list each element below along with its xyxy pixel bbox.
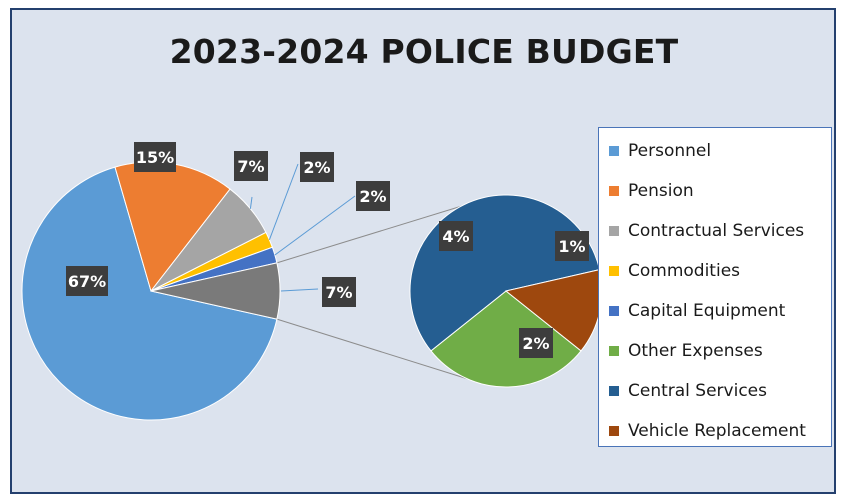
legend-item-vehicle-replacement: Vehicle Replacement bbox=[609, 420, 806, 442]
legend-swatch-central-services bbox=[609, 386, 619, 396]
legend-swatch-personnel bbox=[609, 146, 619, 156]
legend-label-central-services: Central Services bbox=[628, 381, 767, 401]
chart-title: 2023-2024 POLICE BUDGET bbox=[169, 32, 679, 71]
pie-slice-personnel bbox=[21, 166, 278, 421]
data-label-pension: 15% bbox=[134, 142, 176, 172]
svg-text:15%: 15% bbox=[136, 148, 174, 167]
svg-text:2%: 2% bbox=[359, 187, 386, 206]
pie-slice-other bbox=[150, 262, 281, 320]
legend-label-other-expenses: Other Expenses bbox=[628, 341, 763, 361]
leader-line-contractual-services bbox=[249, 196, 253, 209]
data-label-central-services: 4% bbox=[439, 221, 473, 251]
legend-swatch-capital-equipment bbox=[609, 306, 619, 316]
legend-swatch-contractual-services bbox=[609, 226, 619, 236]
legend-item-capital-equipment: Capital Equipment bbox=[609, 300, 785, 322]
legend-swatch-vehicle-replacement bbox=[609, 426, 619, 436]
svg-text:2%: 2% bbox=[522, 334, 549, 353]
legend-item-pension: Pension bbox=[609, 180, 694, 202]
legend-label-capital-equipment: Capital Equipment bbox=[628, 301, 786, 321]
data-label-vehicle-replacement: 1% bbox=[555, 231, 589, 261]
legend-label-pension: Pension bbox=[628, 181, 694, 201]
svg-text:4%: 4% bbox=[442, 227, 469, 246]
svg-text:7%: 7% bbox=[325, 283, 352, 302]
svg-text:1%: 1% bbox=[558, 237, 585, 256]
legend-swatch-other-expenses bbox=[609, 346, 619, 356]
data-label-contractual-services: 7% bbox=[234, 151, 268, 181]
legend-label-vehicle-replacement: Vehicle Replacement bbox=[628, 421, 806, 441]
leader-line-capital-equipment bbox=[274, 195, 356, 256]
data-label-personnel: 67% bbox=[66, 266, 108, 296]
data-label-other-expenses: 2% bbox=[519, 328, 553, 358]
data-label-capital-equipment: 2% bbox=[356, 181, 390, 211]
legend-swatch-commodities bbox=[609, 266, 619, 276]
data-label-commodities: 2% bbox=[300, 152, 334, 182]
legend-label-personnel: Personnel bbox=[628, 141, 712, 161]
leader-line-commodities bbox=[268, 163, 299, 240]
leader-line-other bbox=[280, 288, 319, 292]
legend-label-contractual-services: Contractual Services bbox=[628, 221, 805, 241]
legend-item-commodities: Commodities bbox=[609, 260, 740, 282]
legend-item-contractual-services: Contractual Services bbox=[609, 220, 804, 242]
chart-legend: Personnel Pension Contractual Services Comm… bbox=[598, 127, 832, 447]
connector-line-bottom bbox=[276, 318, 469, 380]
legend-label-commodities: Commodities bbox=[628, 261, 741, 281]
svg-text:67%: 67% bbox=[68, 272, 106, 291]
svg-text:2%: 2% bbox=[303, 158, 330, 177]
secondary-slice-other-expenses bbox=[430, 290, 582, 388]
data-label-other: 7% bbox=[322, 277, 356, 307]
legend-item-central-services: Central Services bbox=[609, 380, 767, 402]
svg-text:7%: 7% bbox=[237, 157, 264, 176]
legend-swatch-pension bbox=[609, 186, 619, 196]
legend-item-personnel: Personnel bbox=[609, 140, 711, 162]
legend-item-other-expenses: Other Expenses bbox=[609, 340, 763, 362]
